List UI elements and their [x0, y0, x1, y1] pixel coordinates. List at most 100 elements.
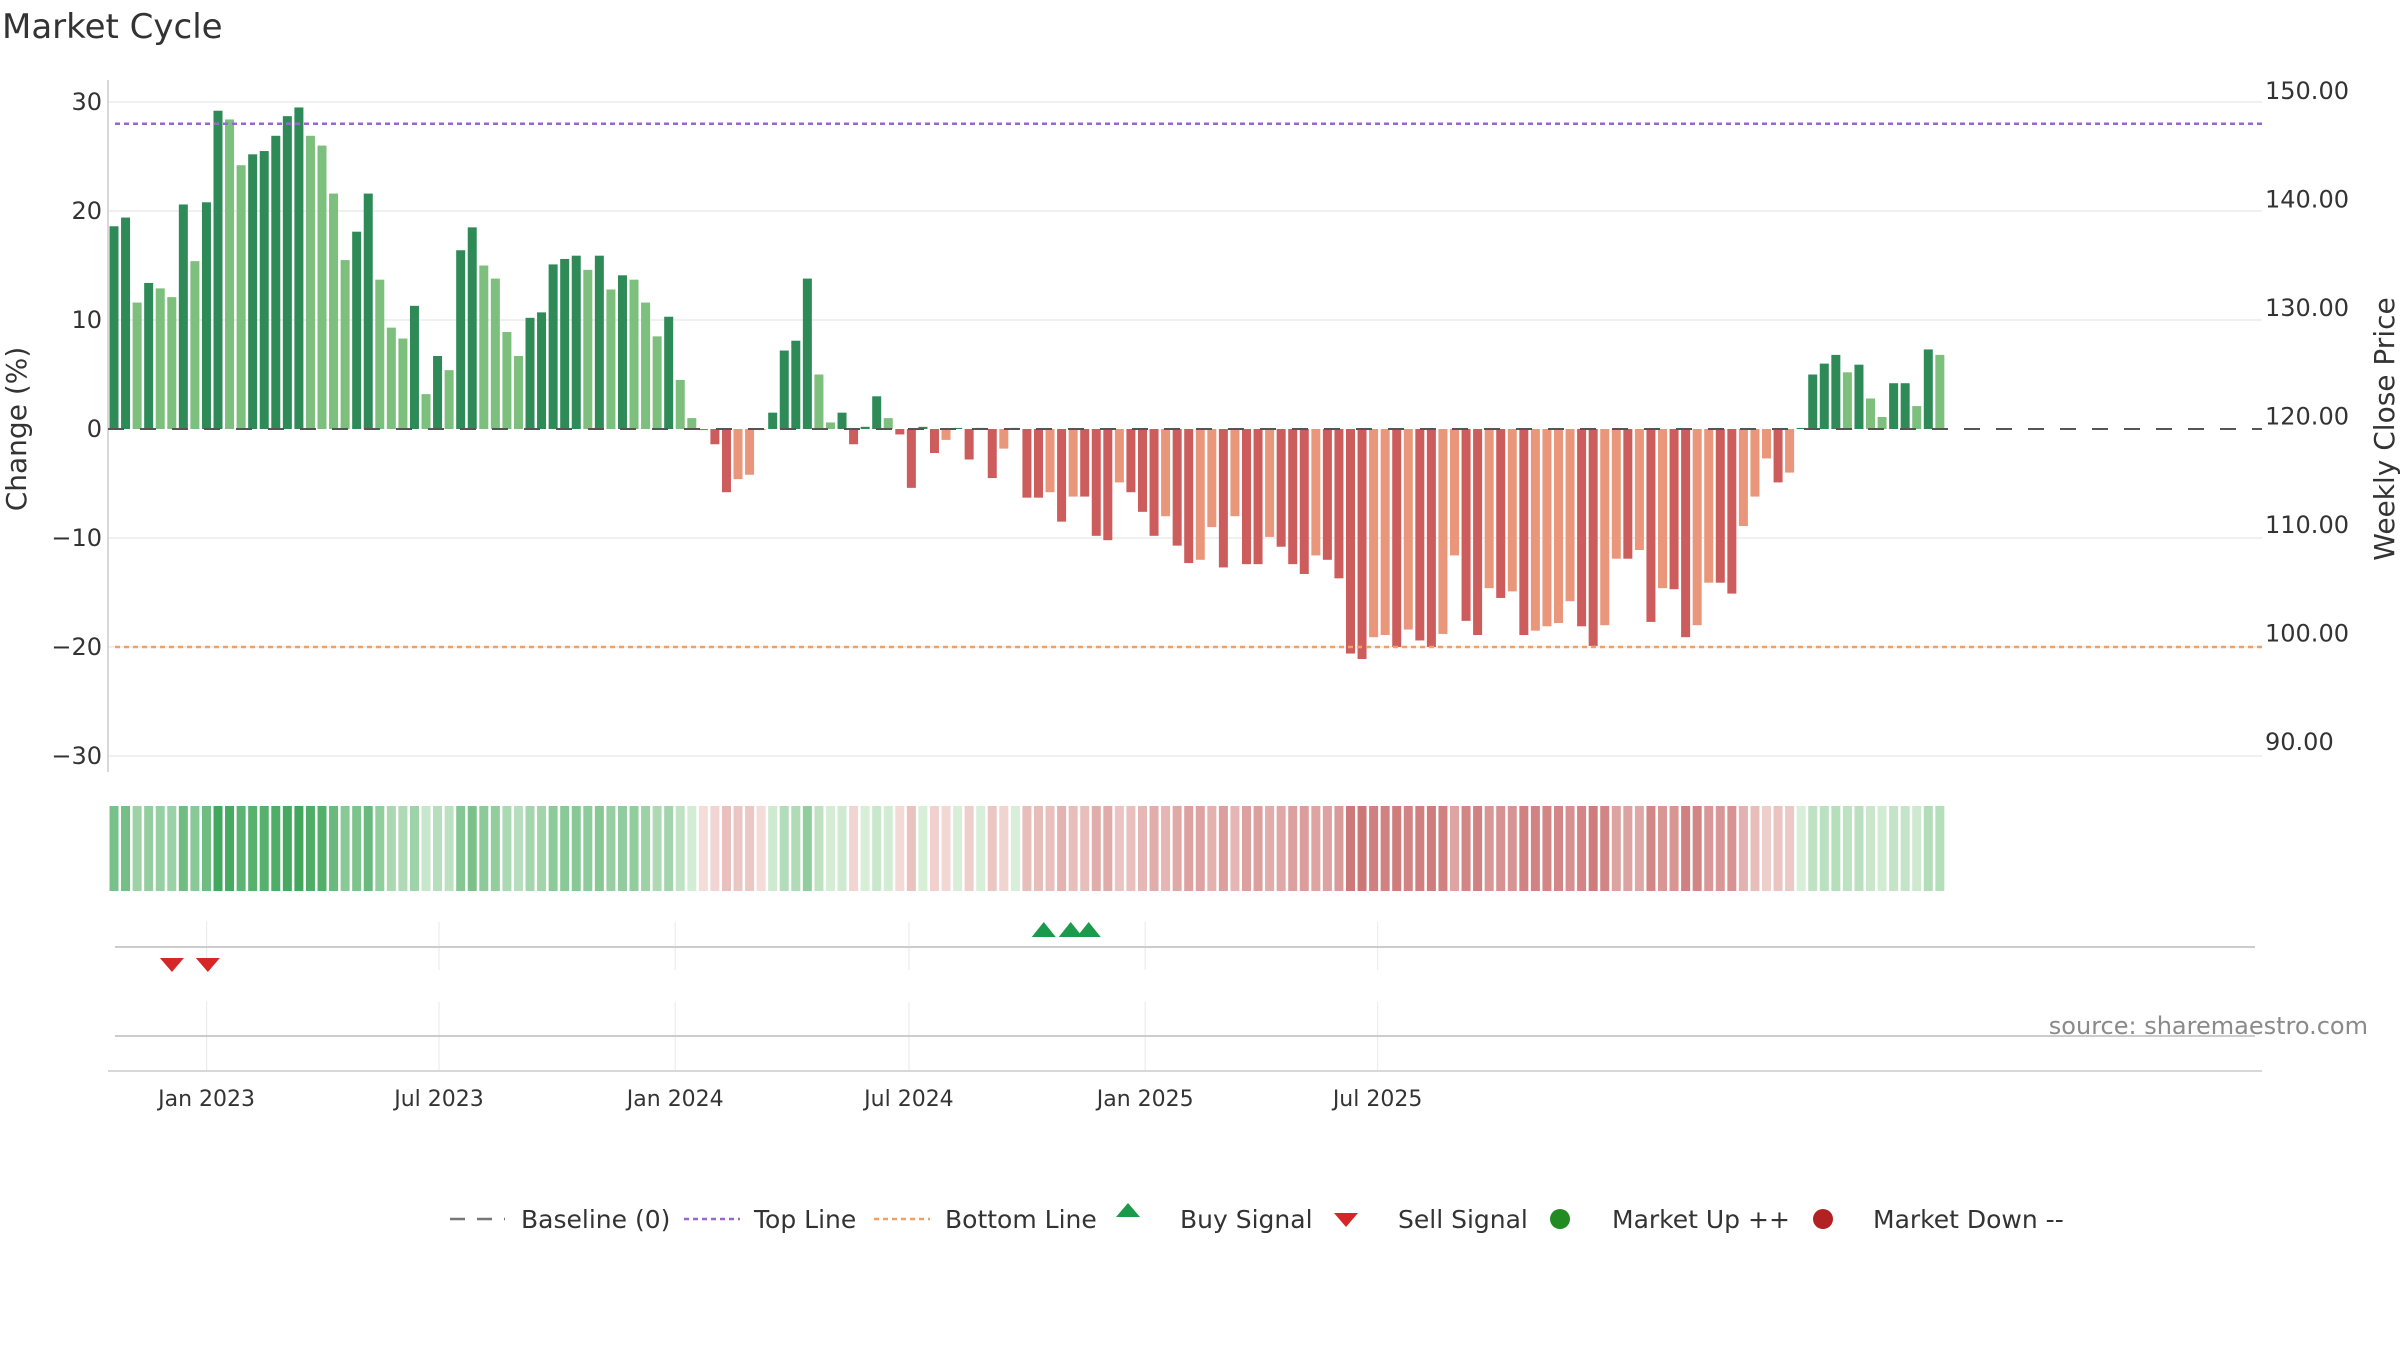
- heat-strip: [109, 806, 1945, 891]
- bar: [1473, 429, 1483, 636]
- heat-cell: [1241, 806, 1251, 891]
- bar: [1461, 429, 1471, 621]
- heat-cell: [421, 806, 431, 891]
- bar: [1403, 429, 1413, 630]
- heat-cell: [860, 806, 870, 891]
- bar: [606, 289, 616, 429]
- heat-cell: [167, 806, 177, 891]
- heat-cell: [1681, 806, 1691, 891]
- bar: [941, 429, 951, 440]
- bar: [1577, 429, 1587, 627]
- heat-cell: [745, 806, 755, 891]
- bar: [999, 429, 1009, 449]
- heat-cell: [479, 806, 489, 891]
- heat-cell: [537, 806, 547, 891]
- left-tick-label: −10: [51, 524, 102, 552]
- right-tick-label: 140.00: [2265, 186, 2349, 214]
- heat-cell: [1727, 806, 1737, 891]
- bar: [1889, 383, 1899, 429]
- heat-cell: [398, 806, 408, 891]
- bar: [1103, 429, 1113, 541]
- heat-cell: [467, 806, 477, 891]
- heat-cell: [583, 806, 593, 891]
- bar: [1692, 429, 1702, 626]
- bar: [144, 282, 154, 429]
- bar: [490, 278, 500, 429]
- bar: [571, 255, 581, 429]
- left-tick-label: −20: [51, 633, 102, 661]
- heat-cell: [664, 806, 674, 891]
- bar: [802, 278, 812, 429]
- heat-cell: [282, 806, 292, 891]
- bar: [398, 338, 408, 429]
- heat-cell: [987, 806, 997, 891]
- heat-cell: [1473, 806, 1483, 891]
- legend-label: Buy Signal: [1180, 1205, 1313, 1234]
- bar: [1057, 429, 1067, 522]
- bar: [1438, 429, 1448, 634]
- bar: [1715, 429, 1725, 583]
- heat-cell: [756, 806, 766, 891]
- bar: [1877, 417, 1887, 429]
- bar: [1600, 429, 1610, 626]
- heat-cell: [1172, 806, 1182, 891]
- right-tick-label: 90.00: [2265, 728, 2334, 756]
- bar: [710, 429, 720, 445]
- left-tick-label: 10: [71, 306, 102, 334]
- heat-cell: [1519, 806, 1529, 891]
- bar: [1345, 429, 1355, 654]
- bar: [421, 394, 431, 429]
- heat-cell: [1080, 806, 1090, 891]
- bar: [594, 255, 604, 429]
- bar: [1634, 429, 1644, 550]
- bar: [1831, 354, 1841, 429]
- bar: [1912, 406, 1922, 429]
- bar: [340, 260, 350, 429]
- heat-cell: [733, 806, 743, 891]
- heat-cell: [999, 806, 1009, 891]
- bar: [1207, 429, 1217, 528]
- heat-cell: [1912, 806, 1922, 891]
- heat-cell: [144, 806, 154, 891]
- heat-cell: [710, 806, 720, 891]
- heat-cell: [1345, 806, 1355, 891]
- bar: [248, 154, 258, 429]
- heat-cell: [1900, 806, 1910, 891]
- heat-cell: [872, 806, 882, 891]
- left-tick-label: 0: [87, 415, 102, 443]
- bar: [1808, 374, 1818, 429]
- x-tick-label: Jan 2023: [156, 1087, 255, 1112]
- bar: [352, 231, 362, 429]
- left-tick-label: 30: [71, 88, 102, 116]
- bar: [282, 116, 292, 430]
- bar: [1033, 429, 1043, 498]
- heat-cell: [271, 806, 281, 891]
- bar-series: [109, 107, 1945, 659]
- legend-label: Bottom Line: [945, 1205, 1097, 1234]
- bar: [375, 279, 385, 429]
- bar: [629, 279, 639, 429]
- heat-cell: [548, 806, 558, 891]
- heat-cell: [1854, 806, 1864, 891]
- heat-cell: [1288, 806, 1298, 891]
- bar: [814, 374, 824, 429]
- bar: [791, 340, 801, 429]
- bar: [1449, 429, 1459, 556]
- bar: [1241, 429, 1251, 565]
- right-tick-label: 130.00: [2265, 294, 2349, 322]
- heat-cell: [121, 806, 131, 891]
- legend-label: Market Down --: [1873, 1205, 2064, 1234]
- bar: [1554, 429, 1563, 624]
- heat-cell: [1750, 806, 1760, 891]
- bar: [1866, 398, 1876, 429]
- x-tick-label: Jan 2024: [625, 1087, 724, 1112]
- bar: [837, 412, 847, 429]
- heat-cell: [525, 806, 535, 891]
- heat-cell: [594, 806, 604, 891]
- left-tick-label: −30: [51, 742, 102, 770]
- heat-cell: [1935, 806, 1945, 891]
- bar: [1334, 429, 1344, 579]
- heat-cell: [1137, 806, 1147, 891]
- bar: [1415, 429, 1425, 641]
- bar: [479, 265, 489, 429]
